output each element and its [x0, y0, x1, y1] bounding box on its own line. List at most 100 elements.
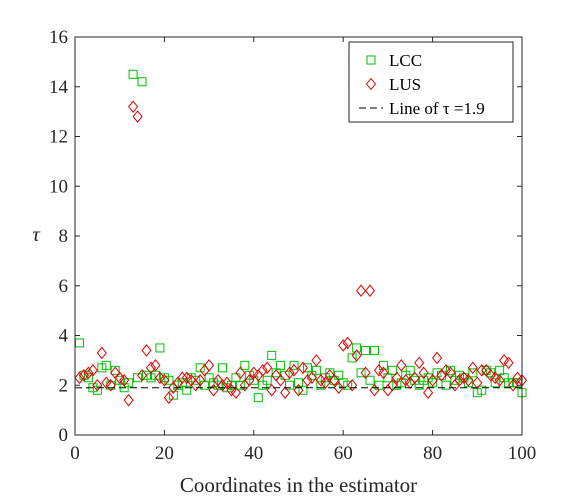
- lus-point: [92, 378, 103, 392]
- lus-point: [145, 361, 157, 375]
- lcc-point: [490, 378, 500, 388]
- y-axis-label: τ: [32, 222, 41, 246]
- lus-point: [123, 393, 134, 407]
- lus-point: [275, 373, 286, 387]
- lus-point: [503, 356, 514, 370]
- lcc-point: [294, 378, 303, 388]
- lus-point: [141, 344, 152, 357]
- y-tick-label: 16: [49, 27, 68, 48]
- lus-point: [396, 359, 407, 372]
- lcc-point: [262, 375, 272, 385]
- lus-point: [351, 349, 362, 362]
- x-tick-label: 40: [244, 443, 263, 464]
- x-tick-label: 0: [70, 443, 80, 464]
- lcc-point: [356, 368, 366, 378]
- lcc-point: [231, 373, 241, 383]
- lus-point: [476, 364, 487, 377]
- lus-point: [423, 386, 434, 400]
- lus-point: [409, 371, 420, 385]
- lus-point: [472, 376, 483, 390]
- lus-point: [83, 366, 94, 380]
- lus-point: [302, 373, 313, 387]
- lcc-point: [347, 353, 357, 363]
- lus-point: [288, 364, 300, 377]
- lus-point: [177, 371, 188, 385]
- lus-point: [356, 284, 367, 298]
- lus-point: [494, 373, 505, 387]
- lcc-point: [352, 343, 362, 353]
- legend-lus-symbol: [365, 77, 377, 91]
- lcc-point: [445, 365, 455, 375]
- lus-point: [329, 373, 340, 387]
- plot-area: [74, 69, 528, 407]
- lus-point: [499, 354, 510, 367]
- lus-point: [382, 383, 393, 397]
- lcc-point: [92, 385, 102, 395]
- lus-point: [266, 383, 277, 397]
- lus-point: [360, 366, 371, 380]
- lus-point: [297, 361, 309, 375]
- lus-point: [311, 354, 322, 367]
- lus-point: [159, 373, 170, 387]
- x-tick-label: 20: [155, 443, 174, 464]
- lus-point: [387, 378, 398, 392]
- lus-point: [445, 366, 456, 380]
- lcc-point: [285, 380, 295, 390]
- lus-point: [284, 366, 295, 380]
- lcc-point: [405, 365, 415, 375]
- lus-point: [105, 378, 116, 392]
- lcc-point: [298, 385, 308, 395]
- lus-point: [467, 361, 478, 375]
- lus-point: [262, 361, 273, 375]
- lus-point: [414, 356, 425, 370]
- lus-point: [369, 383, 380, 397]
- lus-point: [137, 368, 148, 382]
- legend-label: LCC: [389, 51, 422, 70]
- lus-point: [96, 346, 107, 360]
- lus-point: [293, 383, 304, 397]
- lus-point: [320, 376, 331, 390]
- lcc-point: [495, 365, 505, 375]
- y-tick-label: 0: [59, 425, 69, 446]
- lus-point: [364, 284, 376, 298]
- lcc-point: [468, 368, 478, 378]
- lus-point: [208, 383, 219, 397]
- y-tick-label: 6: [59, 276, 69, 297]
- lcc-point: [195, 363, 205, 373]
- lcc-point: [343, 380, 353, 390]
- lus-point: [280, 386, 291, 400]
- y-tick-label: 14: [49, 77, 69, 98]
- lus-point: [454, 373, 465, 387]
- lus-point: [235, 366, 246, 380]
- x-tick-label: 60: [334, 443, 353, 464]
- lcc-point: [361, 345, 371, 355]
- lus-point: [221, 376, 233, 390]
- lcc-point: [369, 345, 379, 355]
- lcc-point: [101, 360, 111, 370]
- lcc-point: [182, 385, 192, 395]
- lus-point: [74, 371, 85, 385]
- lus-point: [195, 373, 206, 387]
- lus-point: [119, 373, 130, 387]
- lus-point: [463, 373, 474, 387]
- lcc-point: [365, 375, 375, 385]
- lcc-point: [240, 360, 250, 370]
- legend: LCC LUS Line of τ =1.9: [348, 41, 514, 123]
- lus-point: [418, 366, 429, 380]
- lcc-point: [378, 360, 388, 370]
- legend-box: [348, 41, 514, 123]
- lus-point: [306, 371, 317, 385]
- x-axis-label: Coordinates in the estimator: [180, 473, 417, 497]
- y-tick-label: 10: [49, 176, 68, 197]
- lus-point: [508, 378, 519, 392]
- lus-point: [338, 339, 349, 352]
- legend-label: LUS: [389, 75, 421, 94]
- lus-point: [391, 371, 402, 385]
- x-tick-label: 80: [423, 443, 442, 464]
- lcc-point: [137, 77, 147, 87]
- lus-point: [163, 391, 174, 404]
- lcc-point: [276, 360, 286, 370]
- lus-point: [244, 373, 255, 387]
- lus-point: [78, 368, 89, 382]
